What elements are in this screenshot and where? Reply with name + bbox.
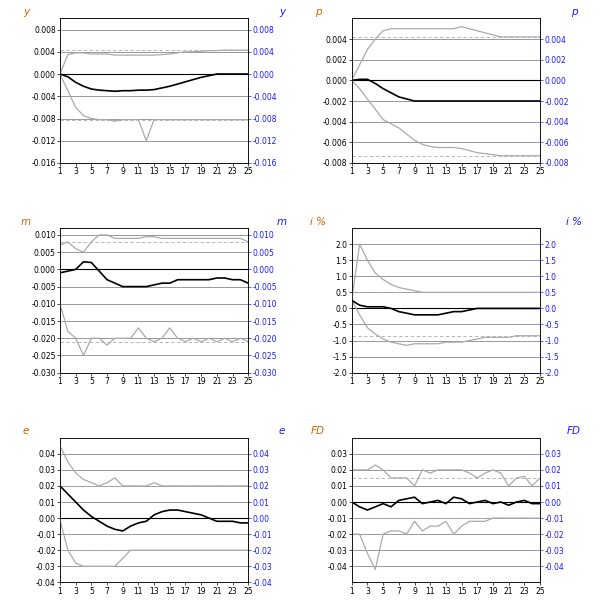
- Y-axis label: m: m: [21, 216, 31, 227]
- Y-axis label: FD: FD: [311, 426, 325, 436]
- Y-axis label: y: y: [279, 7, 285, 17]
- Y-axis label: m: m: [277, 216, 287, 227]
- Y-axis label: p: p: [571, 7, 577, 17]
- Y-axis label: e: e: [23, 426, 29, 436]
- Y-axis label: e: e: [279, 426, 286, 436]
- Y-axis label: FD: FD: [567, 426, 581, 436]
- Y-axis label: p: p: [314, 7, 321, 17]
- Y-axis label: y: y: [23, 7, 29, 17]
- Y-axis label: i %: i %: [310, 216, 326, 227]
- Y-axis label: i %: i %: [566, 216, 582, 227]
